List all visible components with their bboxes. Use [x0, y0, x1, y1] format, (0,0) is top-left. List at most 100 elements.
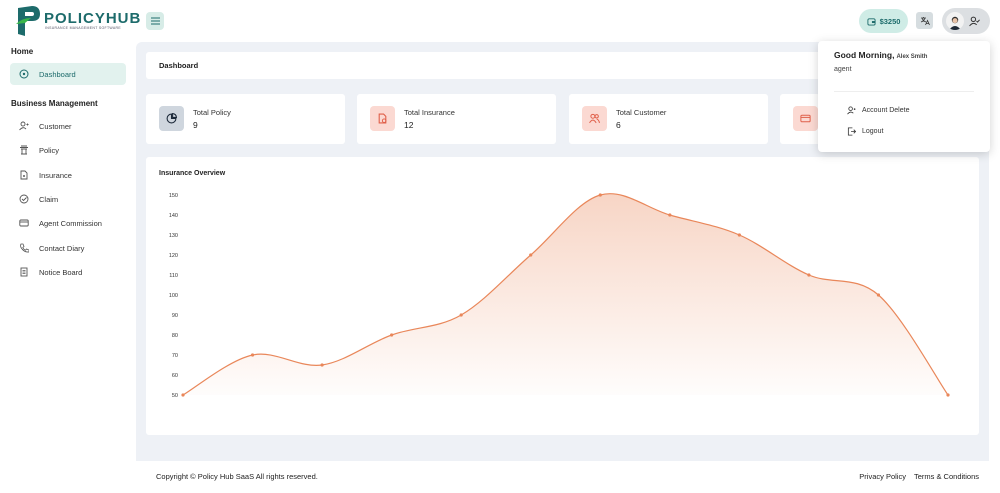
y-tick-label: 70: [172, 353, 178, 359]
translate-icon: [920, 16, 930, 25]
y-tick-label: 90: [172, 313, 178, 319]
policy-stat-icon: [159, 106, 184, 131]
data-point[interactable]: [876, 293, 881, 297]
series-area: [183, 193, 948, 395]
sidebar-item-label: Notice Board: [39, 267, 83, 277]
data-point[interactable]: [250, 353, 255, 357]
breadcrumb-title: Dashboard: [159, 61, 199, 70]
stat-card-total-policy: Total Policy 9: [146, 94, 345, 144]
logout-menu-item[interactable]: Logout: [847, 127, 883, 136]
sidebar-item-customer[interactable]: Customer: [10, 115, 126, 137]
user-check-icon: [969, 16, 980, 26]
hamburger-icon: [150, 17, 160, 25]
stat-label: Total Policy: [193, 108, 231, 117]
wallet-icon: [867, 17, 876, 26]
check-circle-icon: [19, 194, 29, 204]
stat-card-total-insurance: Total Insurance 12: [357, 94, 556, 144]
users-stat-icon: [582, 106, 607, 131]
data-point[interactable]: [668, 213, 672, 217]
stat-card-total-customer: Total Customer 6: [569, 94, 768, 144]
user-plus-icon: [19, 121, 29, 131]
sidebar-item-policy[interactable]: Policy: [10, 139, 126, 161]
insurance-overview-chart: 50 60 70 80 90 100 110 120 130 140 150: [169, 193, 950, 399]
wallet-balance-button[interactable]: $3250: [859, 9, 908, 33]
sidebar-item-contact-diary[interactable]: Contact Diary: [10, 237, 126, 259]
y-tick-label: 100: [169, 293, 178, 299]
sidebar-item-label: Policy: [39, 145, 60, 155]
avatar: [946, 12, 964, 30]
footer-copyright: Copyright © Policy Hub SaaS All rights r…: [156, 472, 318, 481]
sidebar-item-label: Agent Commission: [39, 218, 102, 228]
y-tick-label: 130: [169, 233, 178, 239]
dashboard-icon: [19, 69, 29, 79]
series-line: [182, 193, 949, 396]
data-point[interactable]: [946, 393, 950, 397]
sidebar: POLICYHUB INSURANCE MANAGEMENT SOFTWARE …: [0, 0, 140, 493]
language-button[interactable]: [916, 12, 933, 29]
privacy-policy-link[interactable]: Privacy Policy: [859, 472, 906, 481]
balance-amount: $3250: [879, 16, 901, 26]
data-point[interactable]: [390, 333, 394, 337]
chart-title: Insurance Overview: [159, 170, 226, 177]
menu-item-label: Account Delete: [862, 107, 910, 114]
sidebar-section-home: Home: [11, 47, 34, 56]
logout-icon: [847, 127, 856, 136]
account-delete-menu-item[interactable]: Account Delete: [847, 106, 909, 115]
y-tick-label: 80: [172, 333, 178, 339]
y-tick-label: 150: [169, 193, 178, 199]
y-tick-label: 140: [169, 213, 178, 219]
sidebar-item-label: Insurance: [39, 170, 72, 180]
user-role: agent: [834, 66, 852, 73]
insurance-overview-card: Insurance Overview 50 60 70 80 90 100 110 120 13…: [146, 157, 979, 435]
stat-label: Total Insurance: [404, 108, 455, 117]
sidebar-item-claim[interactable]: Claim: [10, 188, 126, 210]
data-point[interactable]: [807, 273, 811, 277]
terms-link[interactable]: Terms & Conditions: [913, 472, 979, 481]
data-point[interactable]: [320, 363, 324, 367]
data-point[interactable]: [598, 193, 602, 197]
logo-subtitle: INSURANCE MANAGEMENT SOFTWARE: [45, 26, 121, 30]
data-point[interactable]: [181, 393, 185, 397]
y-tick-label: 60: [172, 373, 178, 379]
sidebar-item-label: Dashboard: [39, 69, 76, 79]
menu-toggle-button[interactable]: [146, 12, 164, 30]
stat-value: 9: [193, 120, 198, 130]
sidebar-item-agent-commission[interactable]: Agent Commission: [10, 212, 126, 234]
user-remove-icon: [847, 106, 856, 115]
insurance-icon: [19, 170, 29, 180]
data-point[interactable]: [459, 313, 463, 317]
data-point[interactable]: [529, 253, 533, 257]
sidebar-item-label: Contact Diary: [39, 243, 85, 253]
greeting-text: Good Morning,: [834, 50, 895, 60]
logo-title: POLICYHUB: [44, 10, 142, 27]
stat-value: 6: [616, 120, 621, 130]
data-point[interactable]: [737, 233, 741, 237]
sidebar-item-notice-board[interactable]: Notice Board: [10, 261, 126, 283]
credit-card-icon: [19, 218, 29, 228]
user-menu-button[interactable]: [942, 8, 990, 34]
notice-icon: [19, 267, 29, 277]
stat-label: Total Customer: [616, 108, 667, 117]
divider: [834, 91, 974, 92]
avatar-image: [949, 16, 961, 30]
y-tick-label: 120: [169, 253, 178, 259]
footer-links: Privacy Policy Terms & Conditions: [859, 472, 979, 481]
logo[interactable]: POLICYHUB INSURANCE MANAGEMENT SOFTWARE: [14, 4, 140, 38]
sidebar-item-dashboard[interactable]: Dashboard: [10, 63, 126, 85]
sidebar-item-insurance[interactable]: Insurance: [10, 164, 126, 186]
insurance-stat-icon: [370, 106, 395, 131]
logo-mark: [16, 6, 40, 36]
policy-icon: [19, 145, 29, 155]
menu-item-label: Logout: [862, 128, 884, 135]
sidebar-section-business: Business Management: [11, 99, 98, 108]
stat-card-fourth: [780, 94, 820, 144]
card-stat-icon: [793, 106, 818, 131]
sidebar-item-label: Customer: [39, 121, 72, 131]
stat-value: 12: [404, 120, 414, 130]
sidebar-item-label: Claim: [39, 194, 59, 204]
y-tick-label: 110: [169, 273, 178, 279]
phone-icon: [19, 243, 29, 253]
user-name: Alex Smith: [896, 54, 928, 60]
y-tick-label: 50: [172, 393, 178, 399]
greeting: Good Morning, Alex Smith: [834, 50, 927, 60]
